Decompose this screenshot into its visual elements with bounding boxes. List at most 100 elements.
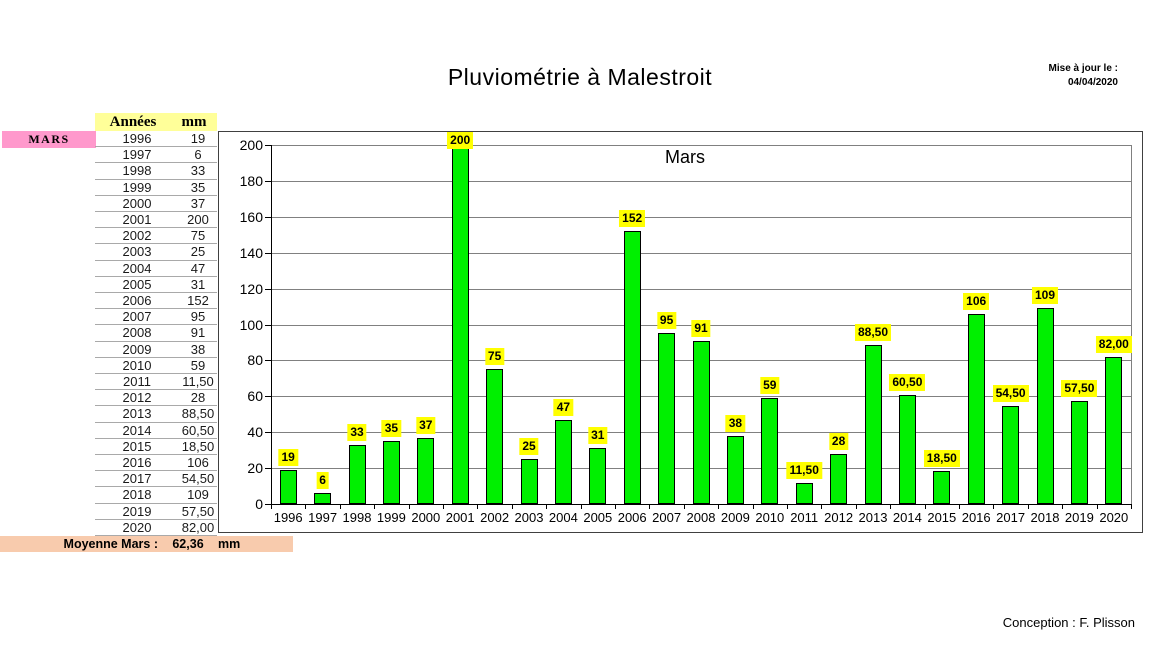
bar-value-label: 38: [725, 414, 746, 432]
x-axis-label: 2006: [617, 510, 647, 525]
bar[interactable]: [692, 340, 710, 504]
bar[interactable]: [623, 231, 641, 504]
x-axis-tick: [1096, 504, 1098, 509]
value-cell[interactable]: 28: [190, 390, 206, 406]
bar[interactable]: [795, 483, 813, 504]
table-row: 2007 95: [95, 309, 217, 326]
bar-value-label: 60,50: [889, 374, 926, 392]
bar[interactable]: [554, 419, 572, 504]
year-cell[interactable]: 2006: [122, 293, 152, 309]
value-cell[interactable]: 37: [190, 195, 206, 211]
y-axis-tick: [265, 360, 271, 362]
year-cell[interactable]: 2017: [122, 471, 152, 487]
value-cell[interactable]: 11,50: [182, 374, 214, 390]
year-cell[interactable]: 2015: [122, 438, 152, 454]
bar[interactable]: [1002, 406, 1020, 504]
year-cell[interactable]: 2011: [123, 374, 151, 390]
value-cell[interactable]: 152: [187, 293, 209, 309]
bar[interactable]: [451, 145, 469, 504]
average-bar[interactable]: Moyenne Mars : 62,36 mm: [0, 536, 293, 552]
value-cell[interactable]: 82,00: [181, 519, 215, 535]
year-cell[interactable]: 2020: [122, 519, 152, 535]
bar[interactable]: [933, 470, 951, 504]
x-axis-tick: [408, 504, 410, 509]
table-row: 1996 19: [95, 131, 217, 148]
value-cell[interactable]: 47: [190, 260, 206, 276]
value-cell[interactable]: 91: [190, 325, 206, 341]
header-annees-cell[interactable]: Années: [109, 113, 157, 130]
year-cell[interactable]: 2000: [122, 195, 152, 211]
bar[interactable]: [864, 345, 882, 504]
year-cell[interactable]: 1999: [122, 179, 152, 195]
bar[interactable]: [279, 469, 297, 504]
year-cell[interactable]: 2004: [122, 260, 152, 276]
bar[interactable]: [486, 369, 504, 504]
bar[interactable]: [761, 398, 779, 504]
x-axis-tick: [855, 504, 857, 509]
year-cell[interactable]: 2016: [122, 455, 152, 471]
value-cell[interactable]: 54,50: [181, 471, 215, 487]
year-cell[interactable]: 2003: [122, 244, 152, 260]
month-label-cell[interactable]: MARS: [2, 131, 96, 148]
year-cell[interactable]: 1998: [122, 163, 152, 179]
bar[interactable]: [1105, 356, 1123, 504]
year-cell[interactable]: 1996: [122, 131, 152, 147]
table-row: 2019 57,50: [95, 504, 217, 520]
year-cell[interactable]: 2009: [122, 341, 152, 357]
table-row: 2015 18,50: [95, 439, 217, 455]
year-cell[interactable]: 2014: [122, 422, 152, 438]
bar[interactable]: [520, 459, 538, 504]
bar[interactable]: [1036, 308, 1054, 504]
value-cell[interactable]: 31: [190, 276, 206, 292]
value-cell[interactable]: 109: [187, 487, 209, 503]
value-cell[interactable]: 57,50: [181, 503, 215, 519]
value-cell[interactable]: 25: [190, 244, 206, 260]
bar[interactable]: [589, 448, 607, 504]
year-cell[interactable]: 2002: [122, 228, 152, 244]
value-cell[interactable]: 59: [190, 357, 206, 373]
year-cell[interactable]: 2007: [122, 309, 152, 325]
year-cell[interactable]: 2010: [122, 357, 152, 373]
value-cell[interactable]: 18,50: [181, 438, 215, 454]
value-cell[interactable]: 19: [190, 131, 206, 147]
year-cell[interactable]: 2018: [122, 487, 152, 503]
year-cell[interactable]: 2005: [122, 276, 152, 292]
bar[interactable]: [348, 444, 366, 504]
x-axis-label: 1996: [273, 510, 303, 525]
average-unit: mm: [218, 537, 241, 551]
year-cell[interactable]: 2001: [122, 212, 152, 228]
bar[interactable]: [658, 333, 676, 504]
table-row: 2014 60,50: [95, 423, 217, 439]
header-mm-cell[interactable]: mm: [181, 113, 207, 130]
value-cell[interactable]: 95: [190, 309, 206, 325]
year-cell[interactable]: 2012: [122, 390, 152, 406]
value-cell[interactable]: 88,50: [181, 406, 215, 422]
value-cell[interactable]: 60,50: [181, 422, 215, 438]
x-axis-label: 1998: [342, 510, 372, 525]
bar[interactable]: [382, 441, 400, 504]
bar[interactable]: [830, 453, 848, 504]
value-cell[interactable]: 33: [190, 163, 206, 179]
x-axis-tick: [1027, 504, 1029, 509]
bar-value-label: 18,50: [923, 449, 960, 467]
x-axis-label: 2013: [858, 510, 888, 525]
year-cell[interactable]: 2008: [122, 325, 152, 341]
value-cell[interactable]: 106: [187, 455, 209, 471]
value-cell[interactable]: 200: [187, 212, 209, 228]
bar[interactable]: [1070, 400, 1088, 504]
table-header: Années mm: [95, 113, 217, 131]
bar[interactable]: [417, 437, 435, 504]
bar[interactable]: [314, 493, 332, 504]
bar[interactable]: [967, 313, 985, 504]
year-cell[interactable]: 1997: [122, 147, 152, 163]
bar[interactable]: [898, 395, 916, 504]
y-axis-label: 200: [239, 137, 263, 153]
value-cell[interactable]: 35: [190, 179, 206, 195]
y-axis-tick: [265, 288, 271, 290]
value-cell[interactable]: 38: [190, 341, 206, 357]
year-cell[interactable]: 2013: [122, 406, 152, 422]
year-cell[interactable]: 2019: [122, 503, 152, 519]
bar[interactable]: [726, 435, 744, 504]
value-cell[interactable]: 6: [194, 147, 202, 163]
value-cell[interactable]: 75: [190, 228, 206, 244]
